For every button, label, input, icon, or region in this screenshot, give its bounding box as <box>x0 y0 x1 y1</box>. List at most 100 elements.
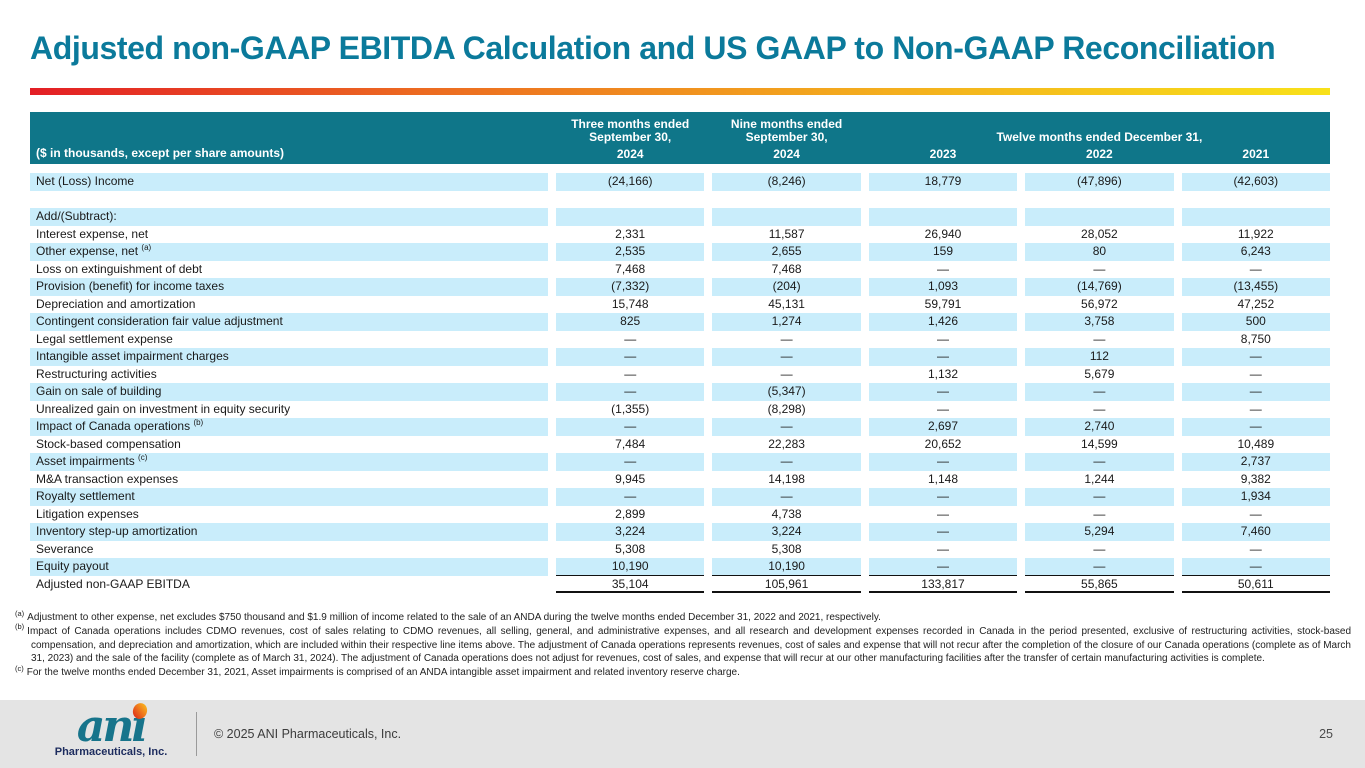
cell-value: — <box>1249 541 1262 556</box>
footnote-text: Impact of Canada operations includes CDM… <box>27 625 1351 665</box>
table-row: Royalty settlement — — — — 1,934 <box>30 488 1330 506</box>
cell-value: 8,750 <box>1240 331 1271 346</box>
cell-value <box>712 208 861 226</box>
col-year: 2024 <box>773 147 800 161</box>
table-row: Litigation expenses 2,899 4,738 — — — <box>30 506 1330 524</box>
row-label: Stock-based compensation <box>36 436 181 451</box>
cell-value: — <box>556 418 705 436</box>
cell-value: 14,599 <box>1081 436 1118 451</box>
col-header-twelve-months: Twelve months ended December 31, 2023 20… <box>869 112 1330 164</box>
table-body: Net (Loss) Income (24,166) (8,246) 18,779 (4… <box>30 173 1330 593</box>
row-label: Other expense, net (a) <box>30 243 548 261</box>
cell-value: 7,484 <box>615 436 646 451</box>
col-group-title-line: September 30, <box>589 130 672 144</box>
cell-value: 2,331 <box>615 226 646 241</box>
cell-value <box>869 191 1017 209</box>
cell-value: 3,224 <box>556 523 705 541</box>
row-label: Legal settlement expense <box>36 331 173 346</box>
footnote-text: Adjustment to other expense, net exclude… <box>27 612 881 623</box>
company-logo: ani Pharmaceuticals, Inc. <box>46 701 176 758</box>
row-label: Severance <box>36 541 94 556</box>
col-group-title-line: Nine months ended <box>730 117 843 131</box>
cell-value: 80 <box>1025 243 1174 261</box>
row-label: Loss on extinguishment of debt <box>36 261 203 276</box>
cell-value: (42,603) <box>1181 173 1330 191</box>
table-row: Provision (benefit) for income taxes (7,3… <box>30 278 1330 296</box>
cell-value: 2,899 <box>615 506 646 521</box>
table-corner-label: ($ in thousands, except per share amount… <box>36 146 285 160</box>
row-label: Add/(Subtract): <box>30 208 548 226</box>
table-row: Add/(Subtract): <box>30 208 1330 226</box>
col-years: 2023 2022 2021 <box>869 144 1330 161</box>
cell-value: 20,652 <box>924 436 962 451</box>
cell-value: — <box>868 453 1018 471</box>
cell-value: (7,332) <box>556 278 705 296</box>
cell-value: 1,093 <box>868 278 1018 296</box>
row-label: Litigation expenses <box>36 506 139 521</box>
cell-value: — <box>624 331 637 346</box>
cell-value: 28,052 <box>1081 226 1118 241</box>
row-label: Provision (benefit) for income taxes <box>30 278 548 296</box>
cell-value: 10,489 <box>1237 436 1275 451</box>
table-row: Legal settlement expense — — — — 8,750 <box>30 331 1330 349</box>
cell-value: 2,740 <box>1025 418 1174 436</box>
footnotes: (a) Adjustment to other expense, net excl… <box>15 608 1351 680</box>
col-year: 2024 <box>616 147 644 161</box>
footnote: (a) Adjustment to other expense, net excl… <box>15 608 1351 625</box>
col-header-nine-months: Nine months ended September 30, 2024 <box>712 112 860 164</box>
cell-value: — <box>868 558 1018 576</box>
cell-value: 9,945 <box>615 471 646 486</box>
cell-value: — <box>1093 331 1106 346</box>
row-label: Equity payout <box>30 558 548 576</box>
cell-value: 1,148 <box>927 471 958 486</box>
cell-value: — <box>1093 506 1106 521</box>
financial-table: ($ in thousands, except per share amount… <box>30 112 1330 593</box>
row-label: Asset impairments (c) <box>30 453 548 471</box>
cell-value <box>712 191 860 209</box>
cell-value: — <box>1249 401 1262 416</box>
cell-value <box>556 191 704 209</box>
row-label: Net (Loss) Income <box>30 173 548 191</box>
logo-wordmark: ani <box>77 701 150 749</box>
cell-value: 1,244 <box>1084 471 1115 486</box>
table-row: Severance 5,308 5,308 — — — <box>30 541 1330 559</box>
col-group-title: Three months ended September 30, <box>556 118 704 144</box>
cell-value: (204) <box>712 278 861 296</box>
cell-value: (13,455) <box>1181 278 1330 296</box>
cell-value: 825 <box>556 313 705 331</box>
cell-value: — <box>780 331 793 346</box>
table-row: Other expense, net (a) 2,535 2,655 159 80 6,2… <box>30 243 1330 261</box>
footnote-marker: (a) <box>15 608 25 618</box>
cell-value: 5,308 <box>771 541 802 556</box>
cell-value: 59,791 <box>924 296 962 311</box>
table-row: Loss on extinguishment of debt 7,468 7,468… <box>30 261 1330 279</box>
cell-value: — <box>936 401 949 416</box>
cell-value: — <box>1025 453 1174 471</box>
footnote: (b) Impact of Canada operations includes … <box>15 623 1351 666</box>
table-row: Intangible asset impairment charges — — — 11… <box>30 348 1330 366</box>
cell-value: 11,587 <box>768 226 805 241</box>
cell-value: 1,934 <box>1181 488 1330 506</box>
cell-value: — <box>1093 261 1106 276</box>
cell-value: 5,308 <box>615 541 646 556</box>
cell-value: 14,198 <box>768 471 805 486</box>
cell-value: — <box>868 523 1018 541</box>
table-row: M&A transaction expenses 9,945 14,198 1,148… <box>30 471 1330 489</box>
footnote-text: For the twelve months ended December 31,… <box>26 667 740 679</box>
cell-value: 105,961 <box>712 576 861 593</box>
cell-value <box>1025 191 1173 209</box>
footnote-ref: (c) <box>138 453 148 462</box>
cell-value: 45,131 <box>768 296 805 311</box>
cell-value: (8,246) <box>712 173 861 191</box>
row-label: Royalty settlement <box>30 488 548 506</box>
cell-value: (5,347) <box>712 383 861 401</box>
col-year: 2023 <box>929 147 957 161</box>
table-row: Adjusted non-GAAP EBITDA 35,104 105,961 133… <box>30 576 1330 593</box>
cell-value: — <box>1181 383 1330 401</box>
table-row: Impact of Canada operations (b) — — 2,697 2,… <box>30 418 1330 436</box>
table-row: Unrealized gain on investment in equity … <box>30 401 1330 419</box>
table-row: Contingent consideration fair value adju… <box>30 313 1330 331</box>
row-label: Restructuring activities <box>36 366 157 381</box>
cell-value: — <box>624 366 637 381</box>
